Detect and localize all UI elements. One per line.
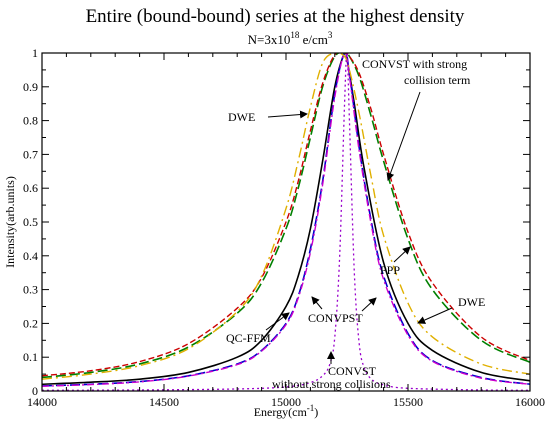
arrow-qcffm [265,312,290,331]
subtitle-unit: e/cm [299,32,328,47]
subtitle-unit-exponent: 3 [328,30,333,40]
x-axis-label-text: Energy(cm [254,405,308,419]
y-tick-label: 0.8 [23,114,38,128]
series-line-dwe_red [42,53,530,377]
chart-title: Entire (bound-bound) series at the highe… [86,6,465,27]
y-tick-label: 0.7 [23,147,38,161]
annotation-qcffm: QC-FFM [226,331,271,345]
annotation-dwe-right: DWE [458,295,485,309]
y-tick-label: 0.5 [23,215,38,229]
annotation-convpst: CONVPST [308,311,363,325]
arrow-dwe-top [267,110,308,119]
annotations: DWE CONVST with strong collision term PP… [226,57,485,391]
x-tick-label: 14000 [27,395,57,409]
x-tick-label: 16000 [515,395,545,409]
arrow-dwe-right [417,307,453,324]
series-line-convst_strong [42,53,530,379]
x-tick-label: 15000 [271,395,301,409]
axes-layer: 14000 14500 15000 15500 16000 0 0.1 0.2 0.3 0.4 0.… [23,46,545,409]
y-tick-label: 0.6 [23,181,38,195]
x-axis-label: Energy(cm-1) [254,403,319,419]
annotation-convst-strong: CONVST with strong collision term [362,57,471,87]
y-tick-label: 0.3 [23,283,38,297]
arrow-convpst-right [361,297,377,312]
y-axis-label: Intensity(arb.units) [3,176,17,268]
chart-subtitle: N=3x1018 e/cm3 [248,30,333,47]
x-axis-label-exponent: -1 [307,403,315,413]
subtitle-prefix: N=3x10 [248,32,291,47]
series-layer [42,53,530,391]
arrow-convpst-left [311,296,323,310]
y-tick-label: 0.2 [23,316,38,330]
x-axis-label-suffix: ) [314,405,318,419]
series-line-ppp [42,53,530,387]
y-tick-label: 0 [32,384,38,398]
series-line-convst_nocoll [42,53,530,391]
x-tick-label: 14500 [149,395,179,409]
x-tick-label: 15500 [393,395,423,409]
y-tick-label: 0.4 [23,249,38,263]
arrow-ppp [393,246,411,263]
annotation-convst-nocoll: CONVST without strong collisions [272,364,391,391]
series-line-qcffm [42,53,530,386]
arrow-convst-strong [386,91,421,181]
y-tick-label: 0.9 [23,80,38,94]
annotation-dwe-top: DWE [228,110,255,124]
series-line-dwe_orange [42,53,530,380]
y-tick-label: 0.1 [23,350,38,364]
annotation-ppp: PPP [380,263,400,277]
series-line-convpst [42,53,530,387]
subtitle-exponent: 18 [290,30,300,40]
y-tick-label: 1 [32,46,38,60]
